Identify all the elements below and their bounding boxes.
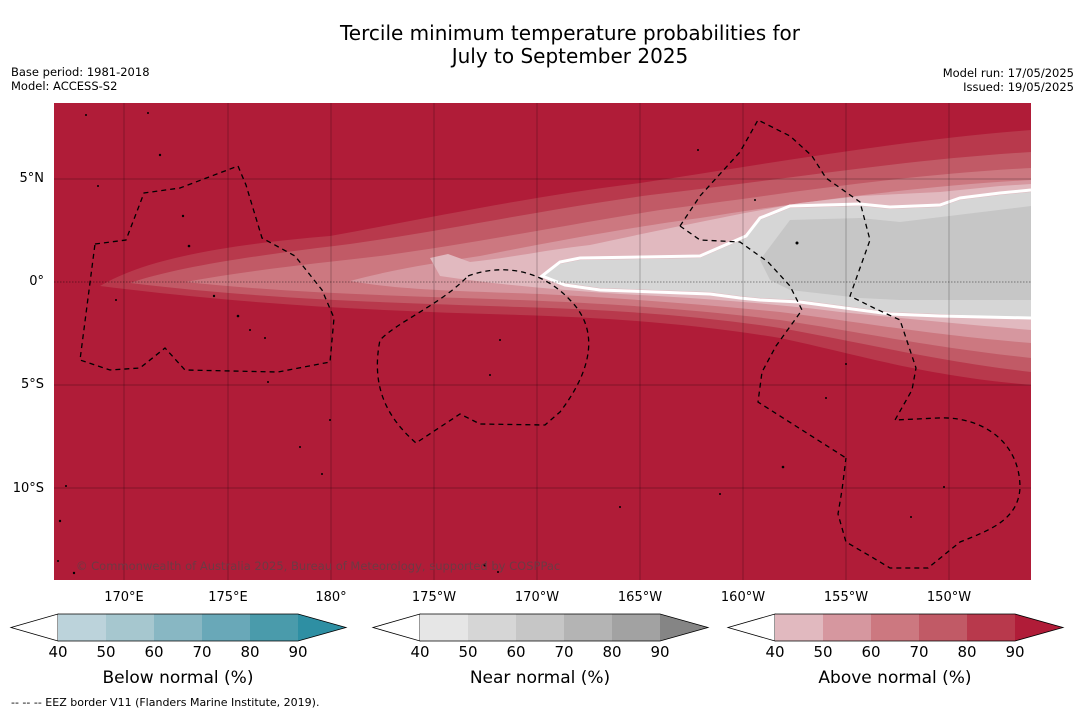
lon-label-165w: 165°W	[617, 590, 663, 605]
lat-label-10s: 10°S	[12, 481, 44, 496]
near-tick: 80	[602, 643, 622, 661]
near-tick: 50	[458, 643, 478, 661]
near-tick: 60	[506, 643, 526, 661]
lon-label-175w: 175°W	[411, 590, 457, 605]
lon-label-175e: 175°E	[208, 590, 248, 605]
above-tick: 70	[909, 643, 929, 661]
below-tick: 70	[192, 643, 212, 661]
lat-label-5s: 5°S	[20, 377, 44, 392]
below-normal-title: Below normal (%)	[102, 668, 254, 688]
below-tick: 80	[240, 643, 260, 661]
near-normal-contour	[538, 188, 1031, 320]
map-title: Tercile minimum temperature probabilitie…	[270, 22, 870, 68]
above-normal-title: Above normal (%)	[818, 668, 972, 688]
title-line-2: July to September 2025	[451, 44, 689, 68]
lat-label-0: 0°	[29, 274, 44, 289]
issued-date: Issued: 19/05/2025	[963, 80, 1074, 94]
below-tick: 40	[48, 643, 68, 661]
eez-border-east	[679, 119, 1021, 569]
lon-label-160w: 160°W	[720, 590, 766, 605]
eez-borders	[79, 119, 1021, 569]
islands	[57, 112, 945, 575]
eez-border-west	[79, 165, 335, 373]
near-50-region	[760, 206, 1031, 300]
near-tick: 40	[410, 643, 430, 661]
grid	[54, 103, 1031, 580]
lon-label-170w: 170°W	[514, 590, 560, 605]
title-line-1: Tercile minimum temperature probabilitie…	[339, 21, 801, 45]
above-tick: 80	[957, 643, 977, 661]
colorbar-near	[371, 613, 710, 642]
model-name: Model: ACCESS-S2	[11, 79, 118, 93]
eez-border-link	[679, 225, 847, 459]
above-tick: 90	[1005, 643, 1025, 661]
near-normal-title: Near normal (%)	[469, 668, 611, 688]
near-tick: 90	[650, 643, 670, 661]
model-run: Model run: 17/05/2025	[942, 66, 1074, 80]
meta-right: Model run: 17/05/2025 Issued: 19/05/2025	[943, 66, 1074, 94]
colorbar-below	[9, 613, 348, 642]
eez-border-central	[376, 269, 590, 444]
lat-label-5n: 5°N	[19, 171, 45, 186]
lon-label-155w: 155°W	[823, 590, 869, 605]
colorbar-above	[726, 613, 1065, 642]
probability-field	[54, 103, 1031, 580]
above-tick: 40	[765, 643, 785, 661]
lon-label-170e: 170°E	[104, 590, 144, 605]
above-tick: 50	[813, 643, 833, 661]
below-tick: 50	[96, 643, 116, 661]
lon-label-150w: 150°W	[926, 590, 972, 605]
eez-footnote: -- -- -- EEZ border V11 (Flanders Marine…	[11, 696, 320, 709]
meta-left: Base period: 1981-2018 Model: ACCESS-S2	[11, 65, 150, 93]
map-credit: © Commonwealth of Australia 2025, Bureau…	[76, 559, 561, 573]
base-period: Base period: 1981-2018	[11, 65, 150, 79]
below-tick: 60	[144, 643, 164, 661]
near-tick: 70	[554, 643, 574, 661]
lon-label-180: 180°	[315, 590, 347, 605]
below-tick: 90	[288, 643, 308, 661]
above-tick: 60	[861, 643, 881, 661]
